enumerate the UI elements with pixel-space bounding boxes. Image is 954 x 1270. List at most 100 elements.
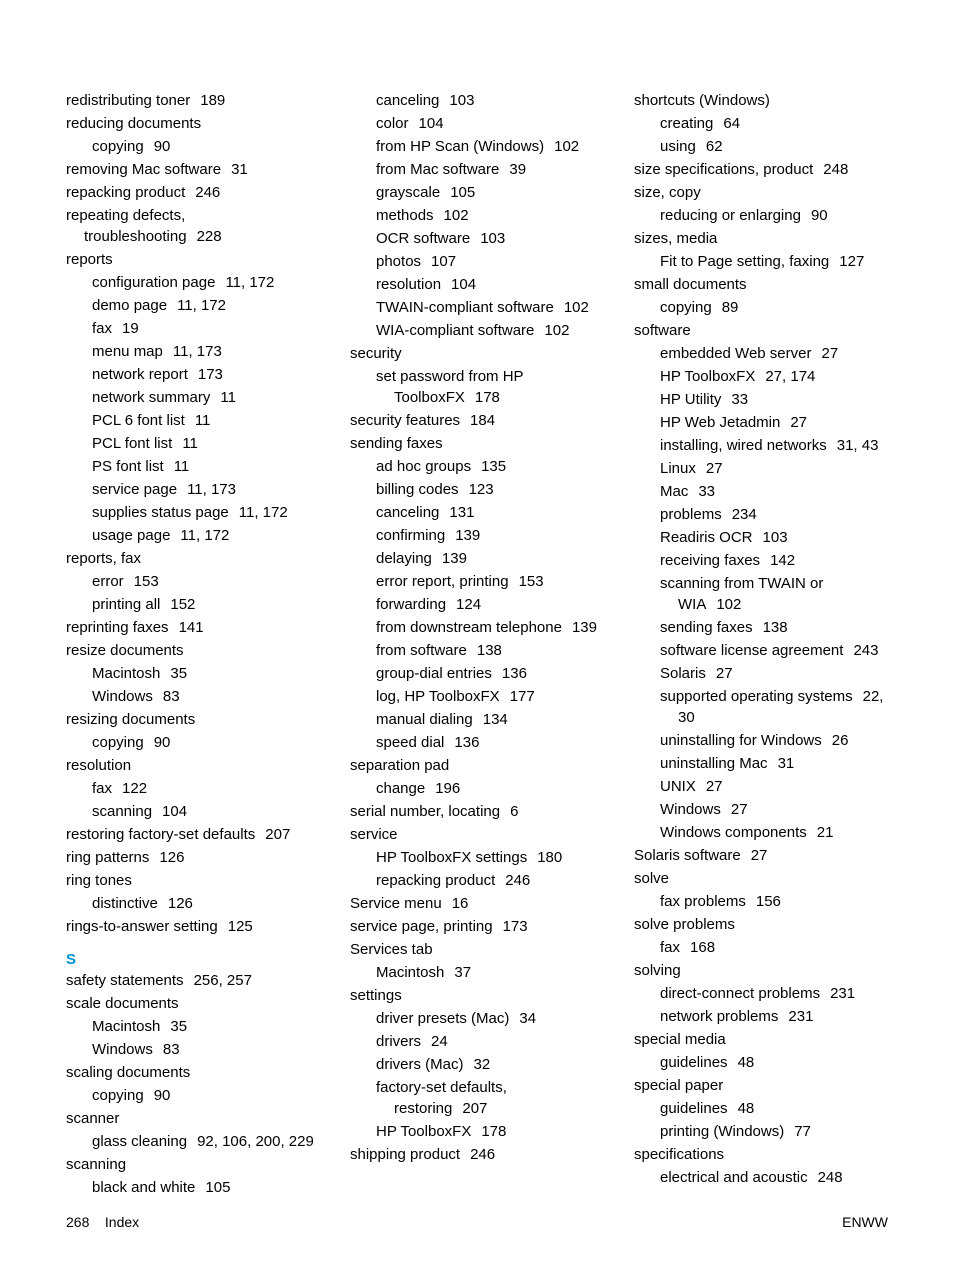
index-entry-pages: 11	[220, 389, 236, 406]
footer-left: 268 Index	[66, 1214, 139, 1230]
index-entry: error153	[110, 571, 320, 592]
index-entry-pages: 207	[265, 826, 290, 843]
index-entry-pages: 153	[134, 573, 159, 590]
index-entry: scanner	[84, 1108, 320, 1129]
index-entry-text: solving	[634, 962, 681, 979]
index-entry: using62	[678, 136, 888, 157]
index-entry-text: Macintosh	[92, 665, 160, 682]
index-entry-pages: 27	[706, 778, 723, 795]
index-entry-text: delaying	[376, 550, 432, 567]
index-entry: PCL font list11	[110, 433, 320, 454]
index-entry-text: error	[92, 573, 124, 590]
footer-page-number: 268	[66, 1214, 89, 1230]
index-entry-text: fax	[92, 780, 112, 797]
index-entry-text: speed dial	[376, 734, 444, 751]
index-entry-text: from software	[376, 642, 467, 659]
index-entry-text: Solaris	[660, 665, 706, 682]
index-column: redistributing toner189reducing document…	[66, 90, 320, 1200]
index-entry-text: receiving faxes	[660, 552, 760, 569]
index-entry: scale documents	[84, 993, 320, 1014]
index-entry: OCR software103	[394, 228, 604, 249]
index-entry-text: Solaris software	[634, 847, 741, 864]
index-entry-text: safety statements	[66, 972, 184, 989]
index-entry-pages: 138	[477, 642, 502, 659]
index-entry: specifications	[652, 1144, 888, 1165]
index-entry: menu map11, 173	[110, 341, 320, 362]
index-entry: creating64	[678, 113, 888, 134]
index-entry-pages: 31	[778, 755, 795, 772]
index-entry-text: UNIX	[660, 778, 696, 795]
index-entry: supported operating systems22, 30	[678, 686, 888, 728]
index-entry-text: group-dial entries	[376, 665, 492, 682]
index-entry-pages: 27	[821, 345, 838, 362]
index-entry: Windows components21	[678, 822, 888, 843]
index-entry: from HP Scan (Windows)102	[394, 136, 604, 157]
index-entry: sizes, media	[652, 228, 888, 249]
index-entry: Macintosh35	[110, 663, 320, 684]
index-entry-text: photos	[376, 253, 421, 270]
index-entry-pages: 62	[706, 138, 723, 155]
index-entry: shipping product246	[368, 1144, 604, 1165]
index-entry-text: from downstream telephone	[376, 619, 562, 636]
index-entry-text: Fit to Page setting, faxing	[660, 253, 829, 270]
index-entry: grayscale105	[394, 182, 604, 203]
index-entry-text: uninstalling Mac	[660, 755, 768, 772]
index-entry-text: reprinting faxes	[66, 619, 169, 636]
index-entry-pages: 104	[451, 276, 476, 293]
index-entry: uninstalling Mac31	[678, 753, 888, 774]
index-entry-pages: 35	[170, 665, 187, 682]
index-entry: driver presets (Mac)34	[394, 1008, 604, 1029]
index-entry-text: from HP Scan (Windows)	[376, 138, 544, 155]
index-entry: error report, printing153	[394, 571, 604, 592]
index-entry-text: PCL 6 font list	[92, 412, 185, 429]
index-columns: redistributing toner189reducing document…	[66, 90, 888, 1200]
index-entry: Mac33	[678, 481, 888, 502]
index-entry: problems234	[678, 504, 888, 525]
index-entry: copying90	[110, 1085, 320, 1106]
index-entry-text: confirming	[376, 527, 445, 544]
index-entry-pages: 231	[788, 1008, 813, 1025]
index-entry-pages: 231	[830, 985, 855, 1002]
index-entry-text: drivers	[376, 1033, 421, 1050]
index-entry-text: usage page	[92, 527, 170, 544]
index-entry: delaying139	[394, 548, 604, 569]
index-entry: network problems231	[678, 1006, 888, 1027]
index-entry: WIA-compliant software102	[394, 320, 604, 341]
index-entry: rings-to-answer setting125	[84, 916, 320, 937]
index-entry: copying90	[110, 136, 320, 157]
index-entry-text: solve problems	[634, 916, 735, 933]
index-entry: uninstalling for Windows26	[678, 730, 888, 751]
index-entry-pages: 39	[509, 161, 526, 178]
index-entry-pages: 138	[763, 619, 788, 636]
index-entry: repeating defects, troubleshooting228	[84, 205, 320, 247]
index-entry-pages: 102	[544, 322, 569, 339]
index-entry: small documents	[652, 274, 888, 295]
index-entry-text: embedded Web server	[660, 345, 811, 362]
index-entry-text: restoring factory-set defaults	[66, 826, 255, 843]
index-entry-pages: 90	[811, 207, 828, 224]
index-entry-text: HP ToolboxFX	[660, 368, 755, 385]
index-entry: Solaris software27	[652, 845, 888, 866]
index-entry-text: guidelines	[660, 1054, 728, 1071]
index-entry-pages: 248	[818, 1169, 843, 1186]
index-entry-pages: 139	[572, 619, 597, 636]
index-entry-text: resolution	[66, 757, 131, 774]
index-entry-text: reducing documents	[66, 115, 201, 132]
index-entry: Linux27	[678, 458, 888, 479]
index-entry-pages: 103	[480, 230, 505, 247]
index-entry-pages: 122	[122, 780, 147, 797]
index-entry-text: electrical and acoustic	[660, 1169, 808, 1186]
section-heading: S	[66, 951, 320, 968]
index-entry-pages: 103	[763, 529, 788, 546]
index-entry-pages: 11	[174, 458, 190, 475]
index-entry-text: special media	[634, 1031, 726, 1048]
index-entry: separation pad	[368, 755, 604, 776]
index-entry: service	[368, 824, 604, 845]
index-entry-pages: 246	[195, 184, 220, 201]
index-entry-text: fax	[92, 320, 112, 337]
index-entry: supplies status page11, 172	[110, 502, 320, 523]
index-entry-text: network problems	[660, 1008, 778, 1025]
index-entry-pages: 27	[706, 460, 723, 477]
index-entry-text: black and white	[92, 1179, 195, 1196]
index-entry-pages: 27	[751, 847, 768, 864]
